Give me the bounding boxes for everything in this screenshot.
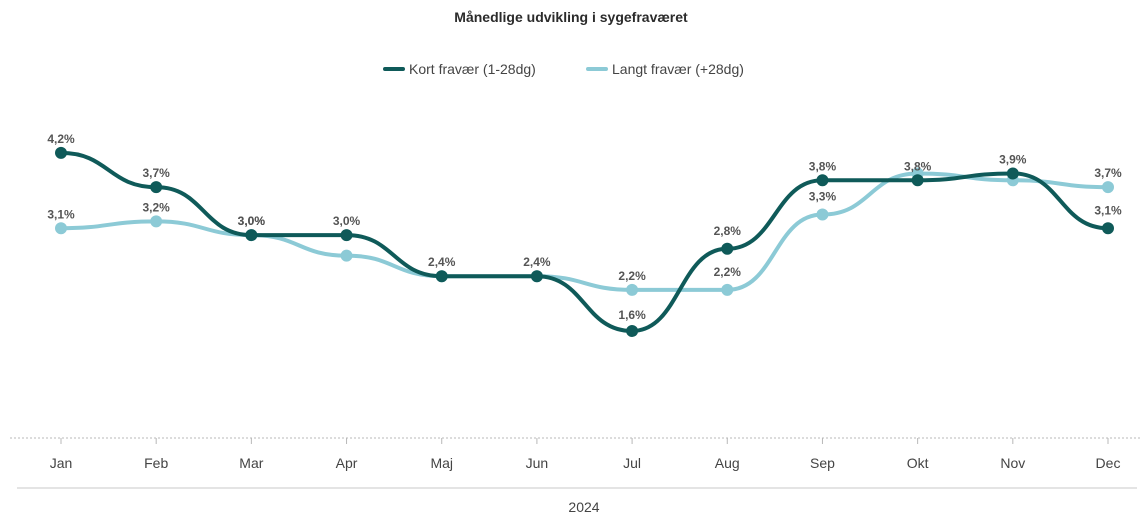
data-point-kort-nov	[1006, 167, 1019, 180]
data-point-kort-aug	[721, 242, 734, 255]
data-point-kort-jun	[530, 270, 543, 283]
series-line-kort	[59, 150, 1110, 334]
data-label-kort-maj: 2,4%	[428, 255, 456, 269]
data-point-kort-mar	[245, 229, 258, 242]
x-tick-label-okt: Okt	[907, 455, 929, 471]
x-tick-label-nov: Nov	[1000, 455, 1025, 471]
data-labels: 4,2% 3,7% 3,0% 3,0% 2,4% 2,4% 1,6% 2,8% 3,8% 3,8%…	[47, 132, 1122, 322]
data-label-kort-feb: 3,7%	[143, 166, 171, 180]
data-point-langt-aug	[721, 283, 734, 296]
x-tick-label-dec: Dec	[1096, 455, 1121, 471]
data-point-langt-feb	[150, 215, 163, 228]
x-tick-label-sep: Sep	[810, 455, 835, 471]
data-point-langt-jan	[55, 222, 67, 235]
data-label-kort-jul: 1,6%	[618, 308, 646, 322]
data-label-langt-jul: 2,2%	[618, 269, 646, 283]
data-label-langt-jan: 3,1%	[47, 207, 75, 221]
data-label-kort-aug: 2,8%	[714, 224, 742, 238]
x-tick-label-maj: Maj	[430, 455, 453, 471]
data-label-langt-dec: 3,7%	[1094, 166, 1122, 180]
legend-label-kort: Kort fravær (1-28dg)	[409, 61, 536, 77]
data-label-langt-sep: 3,3%	[809, 190, 837, 204]
data-point-kort-sep	[816, 174, 829, 187]
data-point-langt-dec	[1102, 181, 1114, 194]
data-point-kort-jul	[626, 325, 639, 337]
data-point-langt-jul	[626, 283, 639, 296]
data-label-kort-mar: 3,0%	[238, 214, 266, 228]
data-label-langt-mar: 3,0%	[238, 214, 266, 228]
data-point-kort-apr	[340, 229, 353, 242]
x-axis-title: 2024	[568, 499, 599, 515]
legend-label-langt: Langt fravær (+28dg)	[612, 61, 744, 77]
series-layer	[55, 146, 1114, 337]
legend: Kort fravær (1-28dg) Langt fravær (+28dg…	[383, 61, 744, 77]
data-label-kort-jun: 2,4%	[523, 255, 551, 269]
data-label-kort-dec: 3,1%	[1094, 203, 1122, 217]
data-label-kort-okt: 3,8%	[904, 159, 932, 173]
series-line-langt	[59, 171, 1110, 292]
data-label-kort-apr: 3,0%	[333, 214, 361, 228]
x-tick-label-feb: Feb	[144, 455, 168, 471]
x-tick-label-mar: Mar	[239, 455, 263, 471]
data-point-langt-sep	[816, 208, 829, 221]
data-point-kort-dec	[1102, 222, 1114, 235]
x-tick-label-jan: Jan	[50, 455, 73, 471]
x-tick-label-apr: Apr	[336, 455, 358, 471]
data-point-kort-jan	[55, 146, 67, 159]
data-label-langt-feb: 3,2%	[143, 200, 171, 214]
data-point-kort-maj	[435, 270, 448, 283]
x-tick-label-jun: Jun	[526, 455, 549, 471]
data-label-kort-sep: 3,8%	[809, 159, 837, 173]
data-label-langt-aug: 2,2%	[714, 265, 742, 279]
data-point-kort-feb	[150, 181, 163, 194]
data-label-kort-jan: 4,2%	[47, 132, 75, 146]
data-point-langt-apr	[340, 249, 353, 262]
x-tick-label-aug: Aug	[715, 455, 740, 471]
x-axis-ticks: Jan Feb Mar Apr Maj Jun Jul Aug Sep Okt Nov Dec	[50, 438, 1121, 471]
data-point-kort-okt	[911, 174, 924, 187]
data-label-kort-nov: 3,9%	[999, 152, 1027, 166]
chart-title: Månedlige udvikling i sygefraværet	[454, 9, 688, 25]
x-tick-label-jul: Jul	[623, 455, 641, 471]
